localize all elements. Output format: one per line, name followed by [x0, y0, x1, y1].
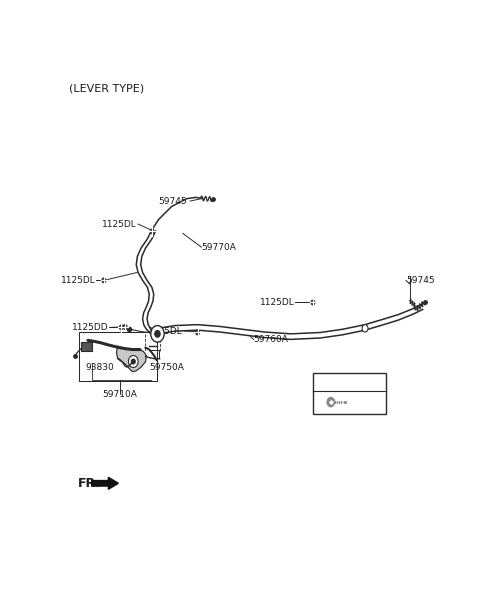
Circle shape — [362, 325, 368, 332]
Text: 1125DL: 1125DL — [60, 276, 96, 285]
Text: 1125DL: 1125DL — [101, 220, 136, 229]
Text: 59745: 59745 — [406, 276, 434, 285]
Text: 1125DD: 1125DD — [72, 323, 108, 332]
Text: 59710A: 59710A — [102, 390, 137, 400]
Circle shape — [132, 359, 135, 364]
Text: FR.: FR. — [78, 477, 101, 490]
Text: 93830: 93830 — [85, 362, 114, 371]
Circle shape — [123, 325, 127, 329]
Circle shape — [102, 278, 106, 283]
Text: 1123AN: 1123AN — [325, 383, 360, 392]
Circle shape — [151, 326, 164, 342]
Bar — [313, 373, 385, 414]
Text: 59750A: 59750A — [149, 362, 184, 371]
Circle shape — [150, 229, 154, 234]
Polygon shape — [92, 477, 119, 489]
Text: 1125DL: 1125DL — [148, 326, 183, 335]
Text: 59770A: 59770A — [202, 243, 236, 252]
Circle shape — [120, 325, 123, 329]
Text: 59760A: 59760A — [253, 335, 288, 344]
Bar — [81, 341, 92, 351]
Text: 59745: 59745 — [158, 196, 186, 205]
Circle shape — [155, 331, 160, 337]
Polygon shape — [117, 346, 146, 371]
Text: (LEVER TYPE): (LEVER TYPE) — [69, 83, 144, 93]
Circle shape — [196, 330, 200, 335]
Text: 1125DL: 1125DL — [260, 298, 294, 307]
Circle shape — [327, 398, 335, 407]
Circle shape — [311, 300, 315, 305]
Circle shape — [129, 356, 138, 368]
